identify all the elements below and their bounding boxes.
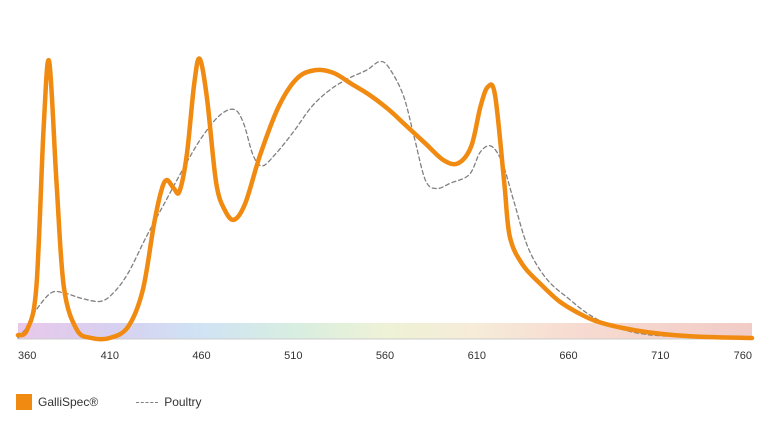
legend-label-poultry: Poultry: [164, 395, 202, 409]
x-tick-label: 660: [559, 350, 577, 362]
x-tick-label: 510: [284, 350, 302, 362]
legend-label-gallispec: GalliSpec®: [38, 395, 99, 409]
series-line-gallispec: [15, 56, 755, 342]
spectrum-band: [18, 323, 752, 339]
legend-item-poultry: Poultry: [136, 395, 202, 409]
x-tick-label: 710: [651, 350, 669, 362]
series-line-poultry: [17, 60, 753, 339]
legend-item-gallispec: GalliSpec®: [16, 394, 98, 410]
legend-swatch-dashed: [136, 401, 159, 403]
x-tick-label: 410: [101, 350, 119, 362]
x-tick-label: 460: [192, 350, 210, 362]
legend-swatch-solid: [16, 394, 32, 410]
x-tick-label: 610: [468, 350, 486, 362]
legend: GalliSpec® Poultry: [16, 394, 240, 410]
x-tick-label: 760: [734, 350, 752, 362]
x-tick-label: 360: [18, 350, 36, 362]
x-tick-label: 560: [376, 350, 394, 362]
